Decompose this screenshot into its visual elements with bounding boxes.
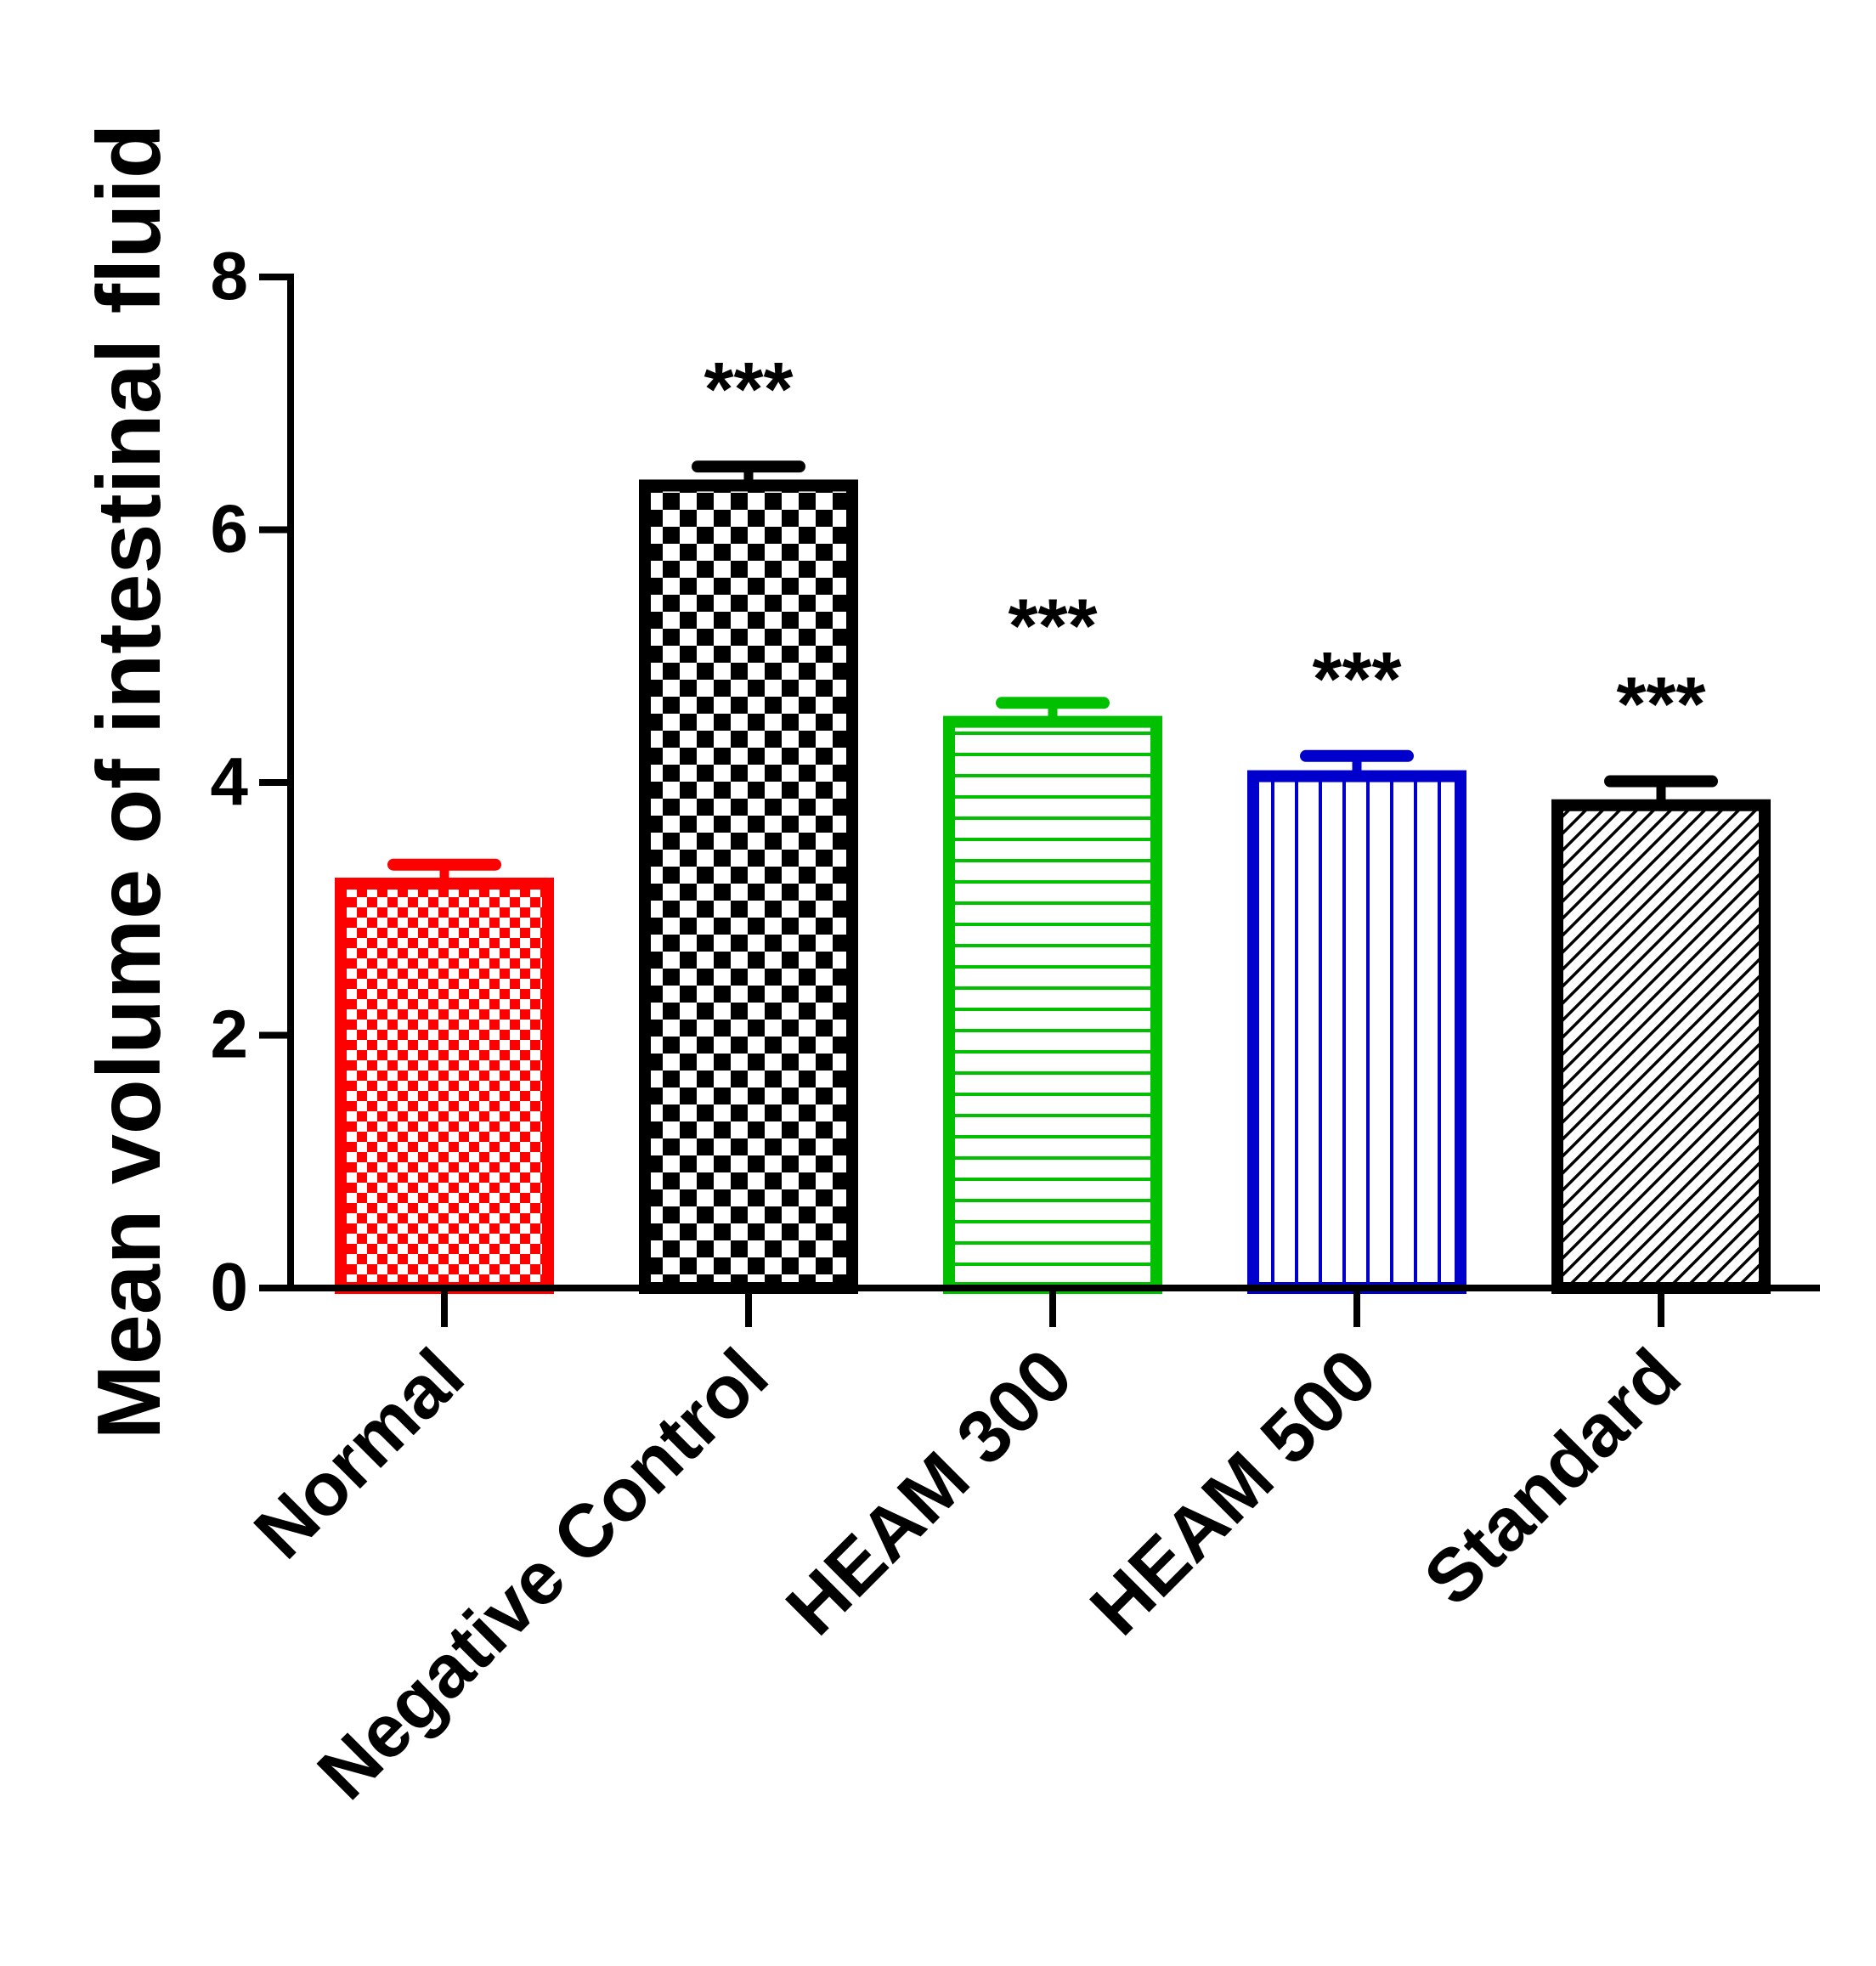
y-tick-label: 0 <box>211 1249 249 1325</box>
y-tick-label: 4 <box>211 743 249 819</box>
error-bar-normal <box>387 858 501 884</box>
y-axis-label: Mean volume of intestinal fluid <box>79 124 179 1440</box>
y-tick-label: 8 <box>211 238 249 314</box>
x-tick-label-heam-300: HEAM 300 <box>770 1332 1088 1650</box>
error-bar-negative-control <box>692 460 805 486</box>
significance-marker-heam-500: *** <box>1312 637 1401 722</box>
error-bar-heam-500 <box>1300 749 1414 777</box>
bar-heam-500 <box>1247 770 1466 1294</box>
y-tick-label: 6 <box>211 491 249 567</box>
x-tick-label-standard: Standard <box>1408 1332 1697 1621</box>
annotations-layer: *** *** *** *** <box>704 347 1705 747</box>
y-tick-label: 2 <box>211 997 249 1072</box>
y-ticks-layer: 0 2 4 6 8 <box>211 238 291 1325</box>
bar-negative-control <box>639 479 858 1294</box>
error-bar-standard <box>1604 775 1718 805</box>
significance-marker-heam-300: *** <box>1008 584 1097 669</box>
bar-heam-300 <box>943 715 1162 1294</box>
x-tick-label-heam-500: HEAM 500 <box>1074 1332 1392 1650</box>
bar-normal <box>335 878 554 1294</box>
bar-standard <box>1551 799 1771 1294</box>
significance-marker-standard: *** <box>1616 663 1705 748</box>
error-bar-heam-300 <box>996 697 1110 722</box>
significance-marker-negative-control: *** <box>704 347 793 432</box>
x-tick-label-normal: Normal <box>238 1332 479 1573</box>
error-bars-layer <box>387 460 1718 884</box>
